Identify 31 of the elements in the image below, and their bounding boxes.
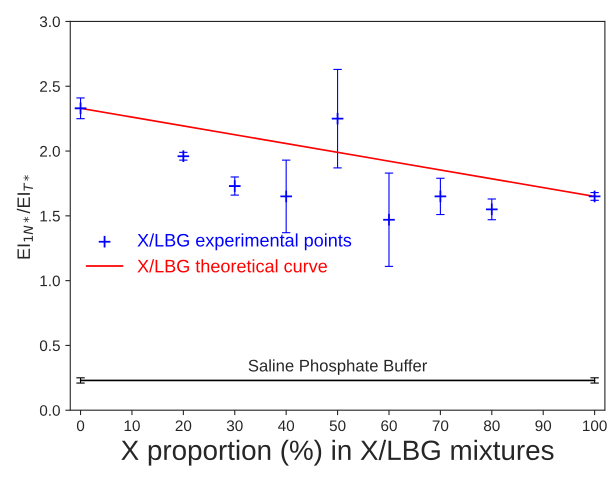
y-tick-label: 2.5	[40, 81, 60, 92]
y-tick-label: 3.0	[40, 16, 60, 28]
point	[228, 179, 242, 193]
x-axis-title: X proportion (%) in X/LBG mixtures	[121, 440, 554, 466]
x-tick-label: 40	[278, 420, 294, 432]
x-tick-label: 20	[176, 420, 192, 432]
x-tick-label: 100	[583, 420, 607, 432]
annotation: Saline Phosphate Buffer	[248, 359, 428, 375]
x-tick-label: 0	[76, 420, 84, 432]
y-axis-title: EI$_{1N*}$/EI$_{T*}$	[16, 175, 33, 259]
x-tick-label: 10	[124, 420, 140, 432]
y-tick-label: 1.5	[40, 210, 60, 222]
legend-label: X/LBG experimental points	[137, 233, 352, 250]
x-tick-label: 80	[484, 420, 500, 432]
x-tick-label: 90	[535, 420, 552, 432]
x-tick-label: 60	[381, 420, 397, 432]
point	[74, 102, 88, 115]
y-tick-label: 2.0	[40, 146, 60, 157]
legend-label: X/LBG theoretical curve	[137, 259, 327, 272]
y-tick-label: 0.0	[40, 405, 60, 416]
point	[382, 213, 396, 226]
point	[588, 190, 602, 204]
point	[434, 190, 448, 204]
point	[485, 202, 499, 216]
x-tick-label: 30	[226, 420, 243, 432]
point	[279, 190, 293, 204]
y-tick-label: 1.0	[40, 276, 60, 286]
y-tick-label: 0.5	[40, 340, 60, 352]
x-tick-label: 70	[432, 420, 448, 432]
x-tick-label: 50	[330, 420, 346, 432]
point	[330, 112, 344, 126]
